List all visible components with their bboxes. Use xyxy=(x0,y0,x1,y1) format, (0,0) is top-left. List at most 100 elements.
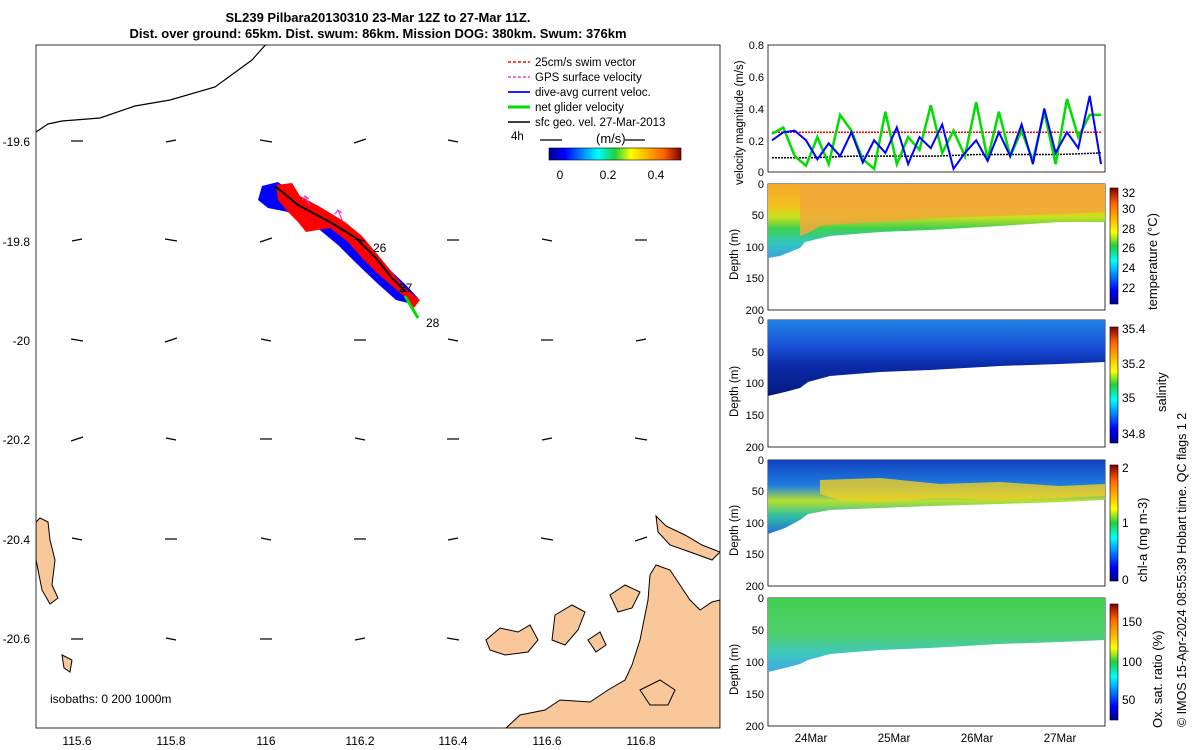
sfc-geo-arrow xyxy=(354,637,366,641)
velocity-y-ticks: 0 0.2 0.4 0.6 0.8 xyxy=(749,40,764,179)
net-glider-tail xyxy=(403,295,420,319)
chl-cb-tick-2: 2 xyxy=(1122,461,1129,475)
sal-colorbar-ticks: 34.8 35 35.2 35.4 xyxy=(1122,322,1146,441)
speed-colorbar-tick-0.2: 0.2 xyxy=(600,168,617,182)
map-ytick--20.2: -20.2 xyxy=(3,433,31,447)
temp-cb-tick-32: 32 xyxy=(1122,186,1136,200)
chl-ytick-50: 50 xyxy=(752,486,764,498)
velocity-ylabel: velocity magnitude (m/s) xyxy=(734,60,746,185)
coastline-north xyxy=(36,45,267,133)
sal-cb-tick-34.8: 34.8 xyxy=(1122,427,1146,441)
chl-cb-tick-0: 0 xyxy=(1122,573,1129,587)
sfc-geo-arrow xyxy=(165,437,177,441)
map-panel: 26 27 28 115.6 115.8 116 116.2 116.4 116… xyxy=(3,44,721,748)
temp-ytick-150: 150 xyxy=(746,273,764,285)
map-y-ticks: -19.6 -19.8 -20 -20.2 -20.4 -20.6 xyxy=(3,135,31,646)
temp-warm-layer xyxy=(800,184,1105,236)
legend-label-sfc-geo: sfc geo. vel. 27-Mar-2013 xyxy=(535,117,665,129)
gps-arrow-1 xyxy=(301,195,311,207)
legend-label-gps: GPS surface velocity xyxy=(535,72,642,84)
ox-cb-tick-100: 100 xyxy=(1122,655,1142,669)
ox-ytick-200: 200 xyxy=(746,721,764,733)
vel-ytick-0: 0 xyxy=(758,167,764,179)
map-xtick-115.6: 115.6 xyxy=(62,734,91,748)
velocity-series-group xyxy=(771,95,1102,172)
sfc-geo-arrow xyxy=(447,537,459,541)
sfc-geo-arrow xyxy=(70,338,84,342)
temp-ytick-100: 100 xyxy=(746,242,764,254)
land-island-5 xyxy=(639,679,676,706)
map-axes-box xyxy=(35,44,721,729)
sal-colorbar xyxy=(1109,326,1119,444)
sal-colorbar-label: salinity xyxy=(1154,372,1169,412)
temperature-panel: 0 50 100 150 200 Depth (m) 22 24 26 28 3… xyxy=(729,179,1160,317)
ox-y-ticks: 0 50 100 150 200 xyxy=(746,593,764,733)
glider-track-line xyxy=(274,185,407,293)
chl-ytick-100: 100 xyxy=(746,518,764,530)
credit-text: © IMOS 15-Apr-2024 08:55:39 Hobart time.… xyxy=(1175,413,1189,727)
land-peninsula xyxy=(485,624,539,656)
map-xtick-116.6: 116.6 xyxy=(532,734,561,748)
land-island-4 xyxy=(587,631,607,653)
sfc-geo-arrow xyxy=(165,637,177,641)
time-tick-26mar: 26Mar xyxy=(961,733,994,745)
salinity-panel: 0 50 100 150 200 Depth (m) 34.8 35 35.2 … xyxy=(729,315,1169,454)
sfc-geo-arrow xyxy=(541,238,553,242)
time-tick-25mar: 25Mar xyxy=(878,733,911,745)
ox-cb-tick-150: 150 xyxy=(1122,615,1142,629)
sfc-geo-arrow xyxy=(260,338,272,342)
sal-ytick-100: 100 xyxy=(746,378,764,390)
swim-vector-swath xyxy=(276,183,420,308)
map-legend: 25cm/s swim vector GPS surface velocity … xyxy=(508,57,682,182)
isobaths-label: isobaths: 0 200 1000m xyxy=(50,692,171,706)
sal-y-ticks: 0 50 100 150 200 xyxy=(746,315,764,454)
temp-cb-tick-26: 26 xyxy=(1122,241,1136,255)
sfc-geo-arrow xyxy=(541,437,553,441)
title-line-1: SL239 Pilbara20130310 23-Mar 12Z to 27-M… xyxy=(226,10,531,25)
sfc-geo-arrow xyxy=(260,537,272,541)
temp-colorbar-ticks: 22 24 26 28 30 32 xyxy=(1122,186,1136,295)
chl-cb-tick-1: 1 xyxy=(1122,516,1129,530)
map-ytick--19.8: -19.8 xyxy=(3,235,31,249)
sal-cb-tick-35.2: 35.2 xyxy=(1122,357,1146,371)
land-island-1 xyxy=(551,604,586,646)
sfc-geo-arrow xyxy=(634,437,648,441)
temp-cb-tick-28: 28 xyxy=(1122,222,1136,236)
chlorophyll-panel: 0 50 100 150 200 Depth (m) 0 1 2 chl-a (… xyxy=(729,455,1150,593)
speed-colorbar-tick-0.4: 0.4 xyxy=(648,168,665,182)
land-mainland xyxy=(505,564,720,728)
chl-ylabel: Depth (m) xyxy=(729,505,741,556)
ox-ytick-100: 100 xyxy=(746,657,764,669)
land-west-islands xyxy=(36,517,59,605)
land-island-3 xyxy=(655,514,720,561)
speed-colorbar-tick-0: 0 xyxy=(557,168,564,182)
gps-arrow-2 xyxy=(334,209,343,221)
oxygen-panel: 0 50 100 150 200 Depth (m) 50 100 150 Ox… xyxy=(729,593,1165,733)
sfc-geo-arrow xyxy=(353,138,367,144)
sal-cb-tick-35.4: 35.4 xyxy=(1122,322,1146,336)
time-tick-24mar: 24Mar xyxy=(795,733,828,745)
chl-ytick-150: 150 xyxy=(746,549,764,561)
scale-label-4h: 4h xyxy=(511,131,524,143)
velocity-panel: 0 0.2 0.4 0.6 0.8 velocity magnitude (m/… xyxy=(734,40,1106,185)
sfc-geo-arrow xyxy=(70,436,84,442)
temp-ylabel: Depth (m) xyxy=(729,229,741,280)
ox-ylabel: Depth (m) xyxy=(729,644,741,695)
temp-cb-tick-30: 30 xyxy=(1122,202,1136,216)
land-island-2 xyxy=(609,584,641,613)
sfc-geo-arrow xyxy=(259,237,273,243)
day-label-27: 27 xyxy=(399,281,413,295)
sfc-geo-arrow xyxy=(354,238,366,242)
temp-cb-tick-22: 22 xyxy=(1122,281,1136,295)
sfc-geo-arrow-grid xyxy=(70,138,648,641)
map-xtick-116: 116 xyxy=(256,734,275,748)
temp-cb-tick-24: 24 xyxy=(1122,261,1136,275)
map-xtick-116.8: 116.8 xyxy=(626,734,655,748)
ox-colorbar-ticks: 50 100 150 xyxy=(1122,615,1142,707)
temp-ytick-50: 50 xyxy=(752,210,764,222)
map-ytick--20.4: -20.4 xyxy=(3,533,31,547)
map-ytick--19.6: -19.6 xyxy=(3,135,31,149)
chl-max-layer xyxy=(820,478,1105,502)
sfc-geo-arrow xyxy=(165,139,177,143)
